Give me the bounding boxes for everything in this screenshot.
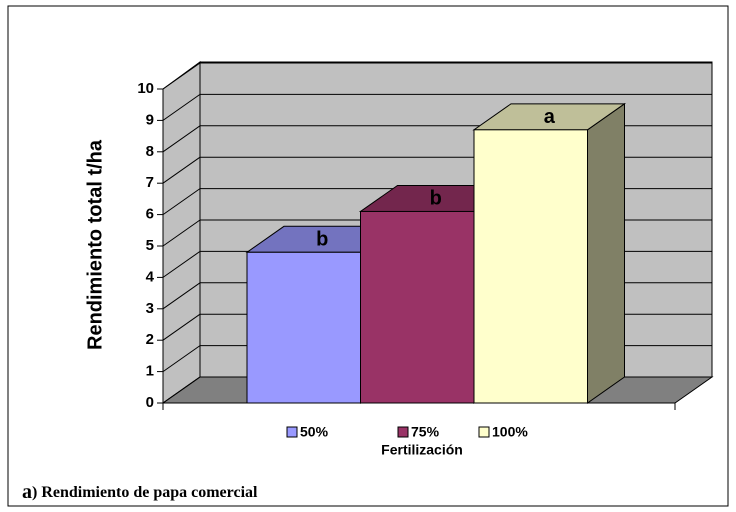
legend-swatch bbox=[286, 426, 298, 438]
grid-line bbox=[162, 219, 201, 247]
x-axis-label: Fertilización bbox=[381, 442, 463, 458]
grid-line bbox=[162, 93, 201, 121]
y-tick-label: 3 bbox=[146, 300, 154, 317]
y-tick-label: 2 bbox=[146, 331, 154, 348]
legend-swatch bbox=[478, 426, 490, 438]
caption-letter: a bbox=[22, 481, 32, 503]
y-tick-label: 8 bbox=[146, 143, 154, 160]
bar-annotation: b bbox=[430, 188, 442, 210]
bar-side bbox=[587, 102, 625, 404]
bar bbox=[473, 129, 588, 404]
y-tick-label: 0 bbox=[146, 394, 154, 411]
y-tick-label: 6 bbox=[146, 206, 154, 223]
legend-swatch bbox=[397, 426, 409, 438]
grid-line bbox=[162, 156, 201, 184]
bar bbox=[246, 251, 361, 404]
grid-line bbox=[162, 376, 201, 404]
y-tick-label: 7 bbox=[146, 174, 154, 191]
grid-line bbox=[162, 62, 201, 90]
caption: a) Rendimiento de papa comercial bbox=[22, 481, 258, 503]
y-tick-label: 1 bbox=[146, 363, 154, 380]
grid-line bbox=[162, 345, 201, 373]
bar bbox=[360, 210, 475, 404]
grid-line bbox=[162, 313, 201, 341]
legend-label: 75% bbox=[411, 424, 440, 440]
grid-line bbox=[162, 188, 201, 216]
bar-annotation: a bbox=[544, 106, 556, 128]
caption-text: ) Rendimiento de papa comercial bbox=[32, 484, 258, 501]
grid-line bbox=[162, 125, 201, 153]
y-tick-label: 5 bbox=[146, 237, 154, 254]
bar-annotation: b bbox=[316, 229, 328, 251]
legend-label: 100% bbox=[492, 424, 528, 440]
legend-label: 50% bbox=[300, 424, 329, 440]
y-tick-label: 9 bbox=[146, 111, 154, 128]
grid-line bbox=[162, 250, 201, 278]
y-axis-label: Rendimiento total t/ha bbox=[84, 139, 106, 350]
y-tick-label: 4 bbox=[146, 268, 155, 285]
y-tick-label: 10 bbox=[137, 80, 154, 97]
grid-line bbox=[162, 282, 201, 310]
